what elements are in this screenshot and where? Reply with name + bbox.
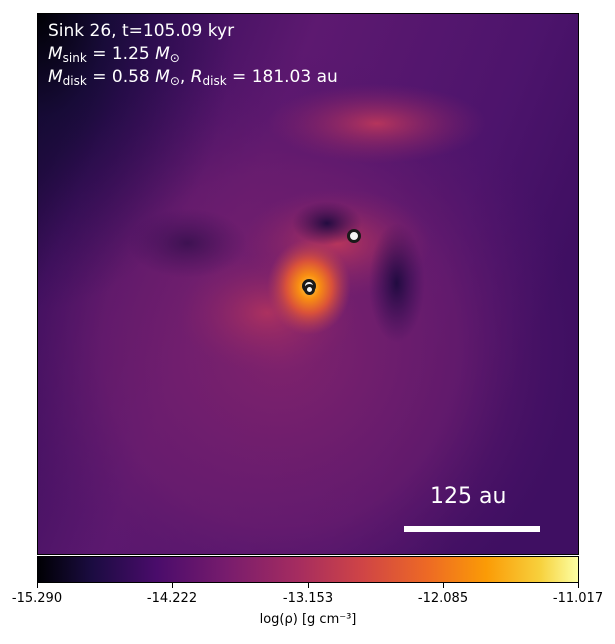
disk-radius-subscript: disk — [202, 74, 227, 88]
disk-mass-unit-subscript: ⊙ — [169, 74, 180, 88]
colorbar-label: log(ρ) [g cm⁻³] — [259, 612, 357, 627]
disk-mass-symbol: M — [48, 67, 63, 87]
sink-mass-subscript: sink — [62, 51, 87, 65]
sink-mass-unit: M — [155, 44, 170, 64]
colorbar-tick — [578, 583, 579, 588]
sink-mass-label: Msink = 1.25 M⊙ — [48, 43, 180, 69]
colorbar — [37, 556, 579, 583]
sink-title: Sink 26, t=105.09 kyr — [48, 21, 235, 41]
disk-radius-symbol: R — [190, 67, 203, 87]
disk-mass-value: = 0.58 — [86, 67, 156, 87]
sink-marker — [304, 284, 315, 295]
colorbar-tick — [308, 583, 309, 588]
colorbar-tick-label: -11.017 — [552, 591, 604, 606]
colorbar-tick-label: -15.290 — [11, 591, 63, 606]
disk-mass-unit: M — [155, 67, 170, 87]
colorbar-tick — [443, 583, 444, 588]
density-plot: Sink 26, t=105.09 kyr Msink = 1.25 M⊙ Md… — [37, 13, 579, 555]
sink-mass-value: = 1.25 — [86, 44, 156, 64]
sink-mass-unit-subscript: ⊙ — [169, 51, 180, 65]
colorbar-tick-label: -12.085 — [417, 591, 469, 606]
sink-marker — [347, 229, 361, 243]
disk-mass-subscript: disk — [62, 74, 87, 88]
colorbar-tick-label: -14.222 — [146, 591, 198, 606]
sink-mass-symbol: M — [48, 44, 63, 64]
scale-bar — [404, 526, 540, 532]
colorbar-tick — [172, 583, 173, 588]
colorbar-tick — [37, 583, 38, 588]
colorbar-tick-label: -13.153 — [282, 591, 334, 606]
disk-radius-value: = 181.03 au — [226, 67, 338, 87]
disk-separator: , — [179, 67, 191, 87]
disk-properties-label: Mdisk = 0.58 M⊙, Rdisk = 181.03 au — [48, 66, 338, 92]
scale-bar-label: 125 au — [430, 484, 507, 509]
